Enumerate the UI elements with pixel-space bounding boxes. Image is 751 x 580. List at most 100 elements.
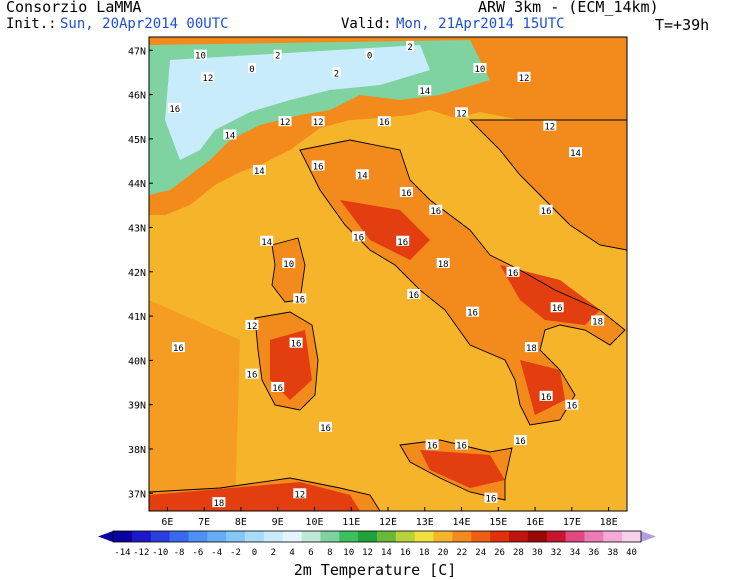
colorbar-tick-label: 2 xyxy=(271,548,276,558)
colorbar-swatch xyxy=(622,531,642,542)
lat-tick-label: 40N xyxy=(128,356,146,367)
hot-spot xyxy=(500,265,600,325)
colorbar-swatch xyxy=(490,531,510,542)
temperature-stamp: 16 xyxy=(396,235,410,248)
stamp-value: 16 xyxy=(541,393,552,403)
stamp-value: 14 xyxy=(419,87,430,97)
stamp-value: 16 xyxy=(291,340,302,350)
stamp-value: 16 xyxy=(427,442,438,452)
lon-tick-label: 8E xyxy=(235,517,247,528)
temperature-stamp: 16 xyxy=(565,399,579,412)
stamp-value: 16 xyxy=(541,207,552,217)
longitude-axis: 6E 7E 8E 9E 10E 11E 12E 13E 14E 15E 16E 17E 18E xyxy=(161,507,618,528)
temperature-stamp: 16 xyxy=(466,306,480,319)
stamp-box xyxy=(565,399,579,410)
temperature-stamp: 10 xyxy=(282,257,296,270)
stamp-value: 14 xyxy=(261,238,272,248)
stamp-value: 12 xyxy=(294,490,305,500)
temperature-stamp: 2 xyxy=(406,40,415,53)
colorbar-tick-label: -6 xyxy=(192,548,203,558)
lon-tick-label: 15E xyxy=(489,517,507,528)
stamp-box xyxy=(513,435,527,446)
colorbar-swatch xyxy=(433,531,453,542)
temperature-stamp: 16 xyxy=(407,288,421,301)
colorbar-swatch xyxy=(131,531,152,542)
temperature-stamp: 10 xyxy=(473,63,487,75)
stamp-box xyxy=(171,342,185,353)
stamp-value: 12 xyxy=(280,118,291,128)
coastline xyxy=(149,477,381,511)
stamp-value: 16 xyxy=(313,162,324,172)
temperature-stamp: 16 xyxy=(506,266,520,279)
stamp-value: 16 xyxy=(508,269,519,279)
forecast-step: T=+39h xyxy=(655,16,710,34)
stamp-value: 16 xyxy=(294,295,305,305)
temperature-stamp: 18 xyxy=(524,342,538,354)
stamp-box xyxy=(260,235,274,246)
hot-spot xyxy=(520,360,565,415)
corsica-island xyxy=(272,238,305,302)
temperature-stamp: 14 xyxy=(569,147,583,159)
stamp-box xyxy=(539,390,553,401)
colorbar-swatch xyxy=(565,531,585,542)
colorbar-swatch xyxy=(584,531,604,542)
colorbar-tick-label: 26 xyxy=(494,548,505,558)
temperature-stamp: 18 xyxy=(436,257,450,270)
temperature-stamp: 16 xyxy=(429,204,443,217)
stamp-box xyxy=(289,337,303,348)
stamp-value: 16 xyxy=(515,437,526,447)
lon-tick-label: 6E xyxy=(161,517,173,528)
stamp-box xyxy=(550,302,564,313)
stamp-box xyxy=(455,107,469,118)
colorbar-swatch xyxy=(263,531,284,542)
colorbar-tick-label: -2 xyxy=(230,548,241,558)
stamp-box xyxy=(252,164,266,175)
temperature-stamp: 16 xyxy=(513,435,527,447)
temperature-stamp: 16 xyxy=(245,368,259,381)
temperature-stamp: 2 xyxy=(273,49,282,62)
colorbar-tick-label: 40 xyxy=(626,548,637,558)
stamp-box xyxy=(591,315,605,326)
init-label: Init.: xyxy=(6,16,57,32)
stamp-box xyxy=(355,169,369,180)
stamp-box xyxy=(352,231,366,242)
temperature-stamp: 16 xyxy=(484,492,498,505)
init-value: Sun, 20Apr2014 00UTC xyxy=(60,16,229,32)
lat-tick-label: 46N xyxy=(128,91,146,102)
stamp-value: 12 xyxy=(313,118,324,128)
temperature-stamp: 2 xyxy=(332,67,341,79)
colorbar-tick-label: 6 xyxy=(308,548,313,558)
temperature-stamp: 10 xyxy=(193,49,207,62)
colorbar-swatch xyxy=(546,531,567,542)
colorbar-title: 2m Temperature [C] xyxy=(294,561,457,579)
stamp-box xyxy=(436,257,450,268)
colorbar-tick-label: 16 xyxy=(400,548,411,558)
colorbar-tick-label: -12 xyxy=(133,548,149,558)
temperature-stamp: 16 xyxy=(539,204,553,217)
stamp-value: 0 xyxy=(367,52,372,62)
temperature-stamp: 18 xyxy=(591,315,605,328)
colorbar-swatch xyxy=(226,531,246,542)
lon-tick-label: 7E xyxy=(198,517,210,528)
stamp-box xyxy=(425,439,439,450)
stamp-value: 16 xyxy=(467,309,478,319)
colorbar-outline xyxy=(112,530,642,543)
colorbar-swatch xyxy=(282,531,303,542)
colorbar-swatch xyxy=(395,531,416,542)
stamp-box xyxy=(455,439,469,450)
temperature-stamp: 16 xyxy=(271,381,285,394)
stamp-value: 12 xyxy=(544,123,555,133)
lon-tick-label: 13E xyxy=(416,517,434,528)
stamp-box xyxy=(311,160,325,171)
temperature-stamp: 12 xyxy=(311,116,325,128)
stamp-box xyxy=(201,71,215,82)
stamp-box xyxy=(407,288,421,299)
lon-tick-label: 14E xyxy=(453,517,471,528)
stamp-value: 2 xyxy=(275,52,280,62)
stamp-box xyxy=(293,293,307,304)
coastline xyxy=(271,237,306,303)
temperature-stamp: 14 xyxy=(418,85,432,97)
stamp-box xyxy=(473,63,487,74)
temperature-stamp: 12 xyxy=(201,71,215,84)
stamp-box xyxy=(517,71,531,82)
